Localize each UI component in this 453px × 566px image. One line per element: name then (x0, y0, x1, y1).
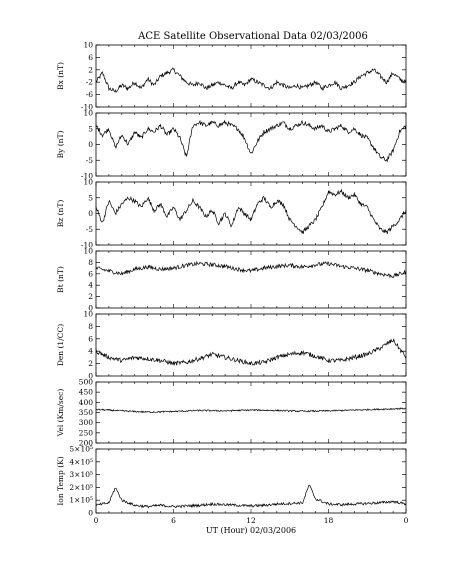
y-axis-label-bx: Bx (nT) (56, 62, 65, 90)
x-tick-label: 12 (246, 516, 256, 525)
y-tick-label-temp: 3×10⁵ (69, 470, 93, 479)
figure-title: ACE Satellite Observational Data 02/03/2… (137, 31, 368, 42)
panel-frame-bx (95, 44, 407, 108)
y-tick-label-bx: -2 (86, 78, 94, 87)
y-tick-label-den: 8 (88, 322, 93, 331)
panels-group: 10 6 2 -2 -6 -10 Bx (nT) 10 5 0 -5 -10 By (nT) 10 5 0 -5… (56, 41, 407, 518)
y-tick-label-bx: 6 (88, 53, 93, 62)
y-tick-label-den: 10 (83, 310, 93, 319)
y-tick-label-temp: 2×10⁵ (69, 483, 93, 492)
y-tick-label-by: -10 (81, 172, 93, 181)
y-tick-label-vel: 350 (79, 408, 94, 417)
y-tick-label-vel: 200 (79, 439, 94, 448)
panel-bz: 10 5 0 -5 -10 Bz (nT) (56, 178, 407, 250)
y-tick-label-bt: 2 (88, 292, 93, 301)
y-tick-label-bz: -5 (86, 225, 94, 234)
y-tick-label-vel: 500 (79, 378, 94, 387)
panel-bx: 10 6 2 -2 -6 -10 Bx (nT) (56, 41, 407, 112)
y-tick-label-vel: 250 (79, 428, 94, 437)
y-tick-label-bx: 10 (83, 41, 93, 50)
y-tick-label-bt: 8 (88, 258, 93, 267)
series-line-vel (95, 407, 407, 414)
y-tick-label-temp: 5×10⁵ (69, 445, 93, 454)
y-tick-label-by: 10 (83, 109, 93, 118)
series-line-temp (95, 484, 407, 509)
y-tick-label-by: 5 (88, 124, 93, 133)
y-axis-label-bt: Bt (nT) (56, 266, 65, 293)
y-tick-label-bt: 10 (83, 247, 93, 256)
panel-den: 10 8 6 4 2 0 Den (1/CC) (56, 310, 407, 381)
panel-frame-bz (95, 181, 407, 246)
x-tick-label: 0 (404, 516, 409, 525)
x-tick-label: 18 (324, 516, 334, 525)
y-tick-label-bt: 0 (88, 304, 93, 313)
y-tick-label-temp: 1×10⁵ (69, 496, 93, 505)
series-line-den (95, 338, 407, 366)
x-tick-label: 6 (171, 516, 176, 525)
y-tick-label-vel: 400 (79, 398, 94, 407)
y-tick-label-bx: 2 (88, 65, 93, 74)
panel-temp: 5×10⁵ 4×10⁵ 3×10⁵ 2×10⁵ 1×10⁵ 0 Ion Temp (K) (56, 445, 407, 518)
y-tick-label-vel: 450 (79, 388, 94, 397)
x-axis-group: 0 6 12 18 0 (94, 516, 409, 525)
y-tick-label-bx: -10 (81, 103, 93, 112)
y-tick-label-bz: -10 (81, 241, 93, 250)
y-tick-label-temp: 0 (88, 509, 93, 518)
y-axis-label-bz: Bz (nT) (56, 200, 65, 228)
panel-frame-by (95, 112, 407, 177)
panel-by: 10 5 0 -5 -10 By (nT) (56, 109, 407, 181)
y-tick-label-temp: 4×10⁵ (69, 457, 93, 466)
x-axis-label: UT (Hour) 02/03/2006 (206, 526, 296, 535)
y-axis-label-by: By (nT) (56, 131, 65, 159)
y-tick-label-bx: -6 (86, 90, 94, 99)
y-tick-label-bz: 5 (88, 193, 93, 202)
series-line-bz (95, 189, 407, 234)
y-tick-label-bt: 4 (88, 281, 93, 290)
series-line-by (95, 119, 407, 163)
x-tick-label: 0 (94, 516, 99, 525)
y-axis-label-temp: Ion Temp (K) (56, 456, 65, 505)
panel-frame-den (95, 313, 407, 377)
y-tick-label-den: 4 (88, 347, 93, 356)
y-tick-label-den: 2 (88, 359, 93, 368)
y-tick-label-by: -5 (86, 156, 94, 165)
y-tick-label-bz: 10 (83, 178, 93, 187)
y-tick-label-bt: 6 (88, 269, 93, 278)
y-tick-label-vel: 300 (79, 418, 94, 427)
y-axis-label-den: Den (1/CC) (56, 324, 65, 366)
series-line-bt (95, 260, 407, 279)
y-tick-label-den: 6 (88, 334, 93, 343)
panel-bt: 10 8 6 4 2 0 Bt (nT) (56, 247, 407, 313)
y-axis-label-vel: Vel (Km/sec) (56, 389, 65, 438)
panel-frame-bt (95, 250, 407, 309)
series-line-bx (95, 67, 407, 93)
y-tick-label-by: 0 (88, 140, 93, 149)
y-tick-label-bz: 0 (88, 209, 93, 218)
y-tick-label-den: 0 (88, 372, 93, 381)
